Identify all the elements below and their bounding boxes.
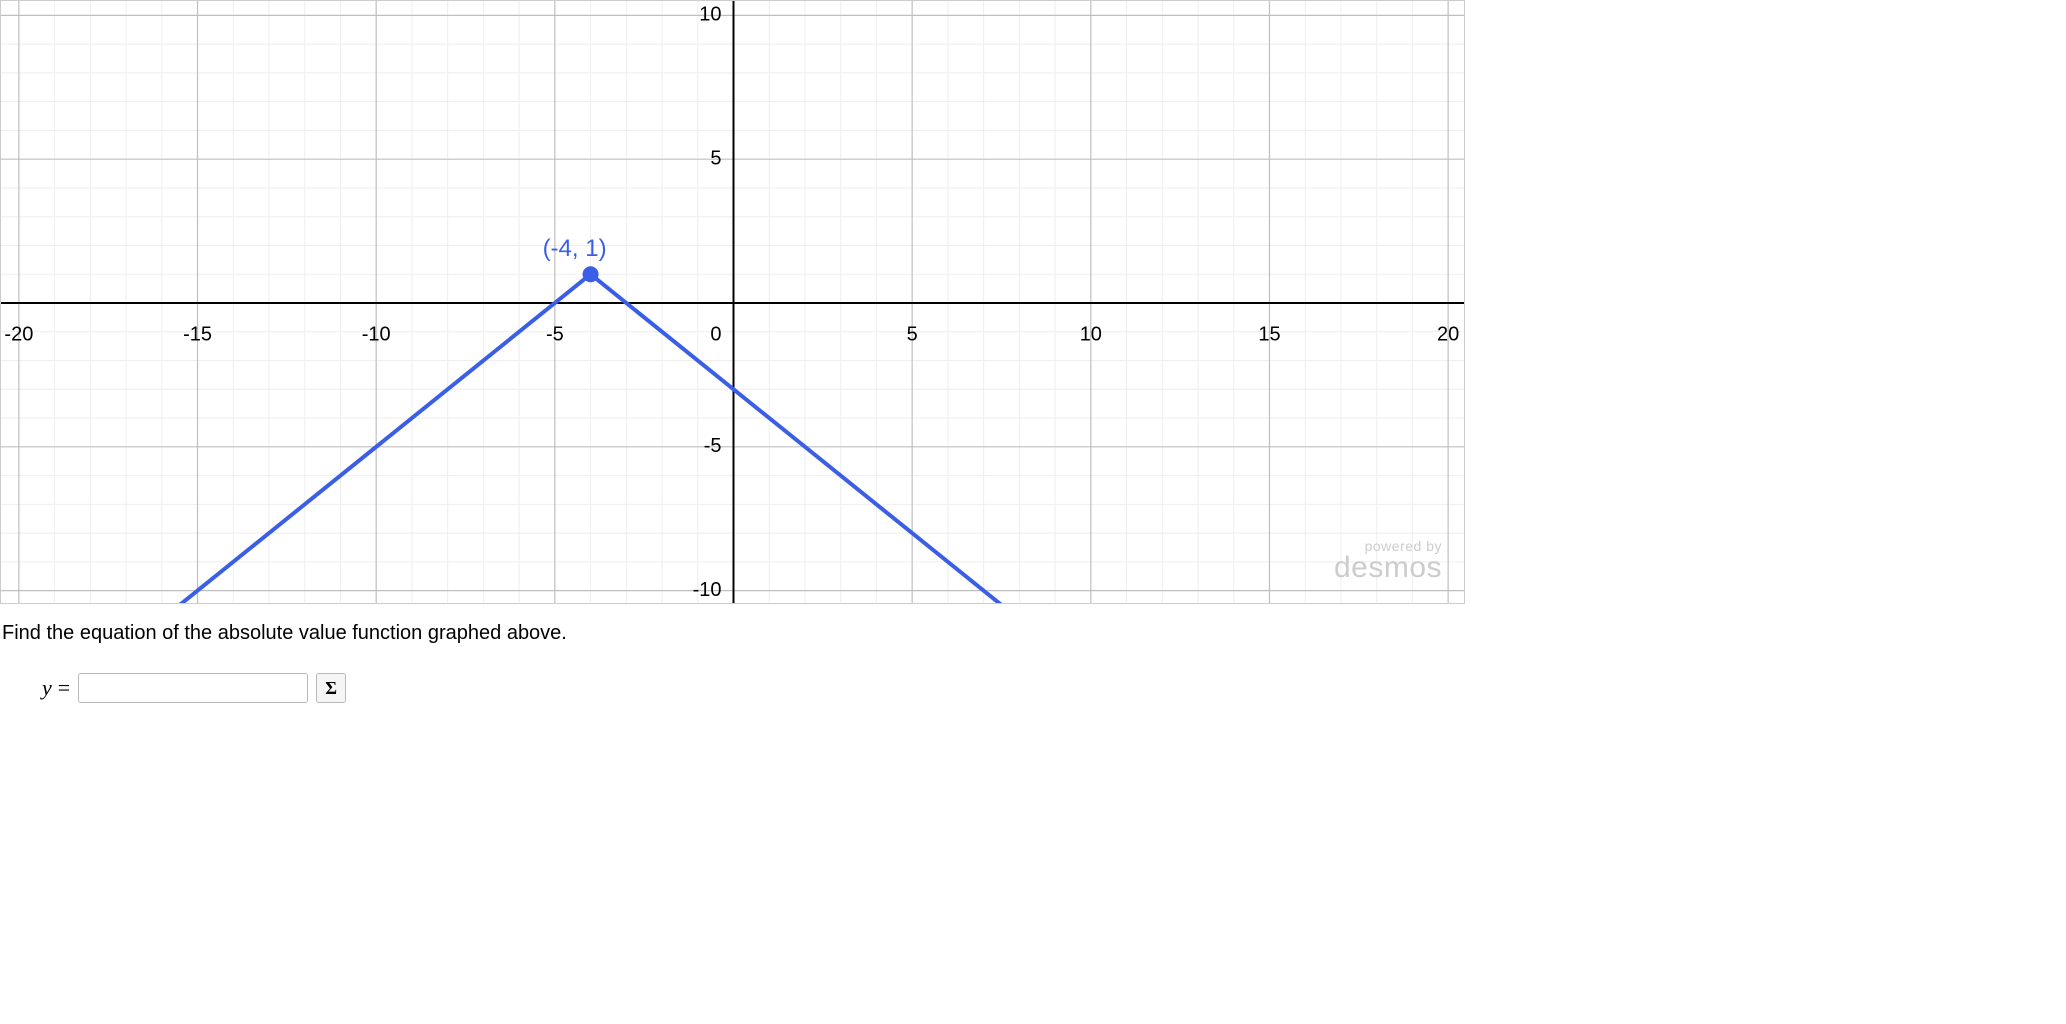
svg-text:-5: -5 [704, 435, 722, 457]
svg-text:-10: -10 [693, 579, 722, 601]
svg-text:5: 5 [710, 147, 721, 169]
y-label: y= [42, 675, 70, 701]
svg-text:10: 10 [699, 4, 721, 26]
graph-container[interactable]: (-4, 1)-20-15-10-505101520105-5-10 power… [0, 0, 1465, 604]
equation-input[interactable] [78, 673, 308, 703]
svg-text:0: 0 [710, 324, 721, 346]
answer-row: y= Σ [42, 673, 2066, 703]
svg-text:(-4, 1): (-4, 1) [543, 235, 607, 262]
question-text: Find the equation of the absolute value … [2, 622, 2066, 645]
svg-text:-5: -5 [546, 324, 564, 346]
sigma-icon: Σ [325, 675, 337, 701]
svg-text:15: 15 [1258, 324, 1280, 346]
svg-text:20: 20 [1437, 324, 1459, 346]
svg-text:-20: -20 [4, 324, 33, 346]
coordinate-graph[interactable]: (-4, 1) -20 -15 -10 -5 0 5 10 15 20 10 5 -5 -10 [1, 1, 1465, 604]
y-variable: y [42, 675, 52, 700]
svg-text:10: 10 [1080, 324, 1102, 346]
equals-sign: = [58, 675, 70, 700]
svg-text:-15: -15 [183, 324, 212, 346]
svg-text:-10: -10 [362, 324, 391, 346]
svg-text:5: 5 [907, 324, 918, 346]
sigma-button[interactable]: Σ [316, 673, 346, 703]
